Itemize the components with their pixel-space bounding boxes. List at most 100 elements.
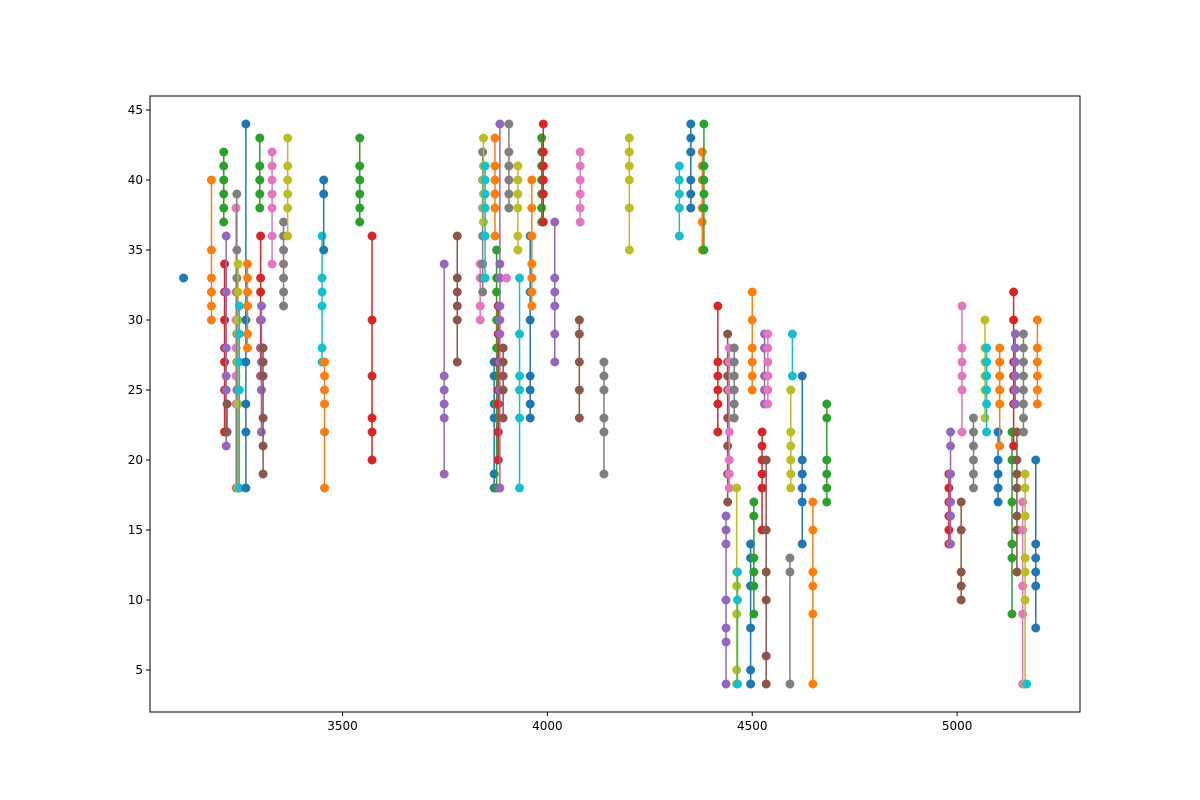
series-35 — [498, 343, 508, 423]
data-point — [495, 259, 505, 269]
data-point — [267, 189, 277, 199]
data-point — [944, 525, 954, 535]
data-point — [1010, 385, 1020, 395]
data-point — [1007, 553, 1017, 563]
data-point — [713, 357, 723, 367]
data-point — [320, 357, 330, 367]
data-point — [243, 343, 253, 353]
data-point — [513, 189, 523, 199]
data-point — [763, 343, 773, 353]
data-point — [320, 483, 330, 493]
y-axis: 5 10 15 20 25 30 35 40 45 — [128, 103, 150, 677]
series-85 — [1012, 427, 1022, 577]
data-point — [786, 455, 796, 465]
data-point — [1012, 511, 1022, 521]
series-79 — [982, 343, 992, 437]
data-point — [1018, 413, 1028, 423]
data-point — [1018, 343, 1028, 353]
data-point — [575, 161, 585, 171]
data-point — [525, 399, 535, 409]
data-point — [222, 427, 232, 437]
data-point — [574, 315, 584, 325]
data-point — [283, 231, 293, 241]
data-point — [747, 385, 757, 395]
data-point — [785, 567, 795, 577]
data-point — [439, 385, 449, 395]
data-point — [968, 427, 978, 437]
data-point — [822, 483, 832, 493]
series-84 — [1010, 329, 1020, 409]
data-point — [575, 217, 585, 227]
data-point — [219, 217, 229, 227]
data-point — [513, 203, 523, 213]
data-point — [713, 385, 723, 395]
data-point — [797, 539, 807, 549]
data-point — [222, 399, 232, 409]
data-point — [786, 469, 796, 479]
data-point — [221, 287, 231, 297]
data-point — [785, 679, 795, 689]
x-tick-label: 5000 — [942, 719, 973, 733]
data-point — [241, 399, 251, 409]
data-point — [729, 385, 739, 395]
series-70 — [797, 371, 807, 549]
data-point — [957, 301, 967, 311]
data-point — [674, 231, 684, 241]
data-point — [1007, 539, 1017, 549]
data-point — [674, 161, 684, 171]
data-point — [1012, 483, 1022, 493]
data-point — [221, 441, 231, 451]
data-point — [492, 245, 502, 255]
data-point — [1018, 371, 1028, 381]
data-point — [221, 371, 231, 381]
series-21 — [320, 357, 330, 493]
data-point — [256, 231, 266, 241]
data-point — [1032, 343, 1042, 353]
data-point — [206, 287, 216, 297]
data-point — [504, 147, 514, 157]
data-point — [797, 455, 807, 465]
data-point — [317, 301, 327, 311]
data-point — [763, 329, 773, 339]
data-point — [957, 385, 967, 395]
data-point — [982, 385, 992, 395]
data-point — [255, 161, 265, 171]
data-point — [749, 609, 759, 619]
data-point — [761, 679, 771, 689]
data-point — [786, 483, 796, 493]
data-point — [515, 371, 525, 381]
data-point — [575, 189, 585, 199]
data-point — [490, 175, 500, 185]
series-46 — [575, 147, 585, 227]
data-point — [729, 371, 739, 381]
data-point — [1031, 623, 1041, 633]
series-31 — [490, 133, 500, 241]
data-point — [538, 119, 548, 129]
data-point — [480, 273, 490, 283]
data-point — [1031, 567, 1041, 577]
data-point — [1031, 581, 1041, 591]
data-point — [493, 427, 503, 437]
data-point — [946, 511, 956, 521]
data-point — [980, 315, 990, 325]
data-point — [490, 133, 500, 143]
data-point — [982, 399, 992, 409]
data-point — [1010, 329, 1020, 339]
series-74 — [946, 427, 956, 549]
data-point — [624, 161, 634, 171]
data-point — [219, 161, 229, 171]
data-point — [319, 245, 329, 255]
data-point — [234, 385, 244, 395]
series-2 — [219, 147, 229, 227]
data-point — [283, 203, 293, 213]
data-point — [1020, 483, 1030, 493]
data-point — [982, 343, 992, 353]
data-point — [1032, 385, 1042, 395]
data-point — [699, 203, 709, 213]
series-52 — [699, 119, 709, 255]
data-point — [452, 273, 462, 283]
data-point — [713, 399, 723, 409]
series-91 — [1032, 315, 1042, 409]
data-point — [724, 455, 734, 465]
